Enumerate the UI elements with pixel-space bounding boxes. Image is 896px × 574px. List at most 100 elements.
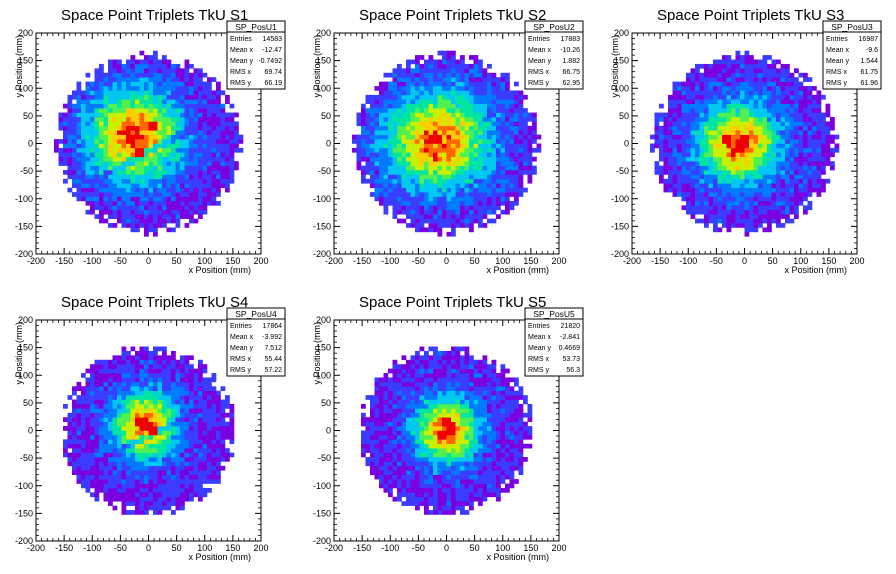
heatmap-cell <box>668 165 673 171</box>
heatmap-cell <box>139 125 145 131</box>
heatmap-cell <box>397 121 402 127</box>
heatmap-cell <box>491 112 497 118</box>
heatmap-cell <box>726 214 732 219</box>
heatmap-cell <box>744 112 750 118</box>
heatmap-cell <box>189 156 194 162</box>
heatmap-cell <box>144 72 149 78</box>
heatmap-cell <box>401 200 407 206</box>
heatmap-cell <box>451 152 456 158</box>
heatmap-cell <box>419 68 425 74</box>
heatmap-cell <box>803 147 808 153</box>
heatmap-cell <box>767 205 772 211</box>
heatmap-cell <box>500 134 506 140</box>
heatmap-cell <box>758 183 763 188</box>
x-tick-label: 100 <box>793 256 808 266</box>
heatmap-cell <box>446 187 452 193</box>
heatmap-cell <box>726 143 732 149</box>
heatmap-cell <box>473 156 479 162</box>
heatmap-cell <box>532 156 537 162</box>
heatmap-cell <box>135 355 140 361</box>
heatmap-cell <box>171 116 176 122</box>
heatmap-cell <box>455 134 461 140</box>
heatmap-cell <box>785 116 790 122</box>
heatmap-cell <box>758 205 763 211</box>
heatmap-cell <box>379 139 384 144</box>
heatmap-cell <box>505 112 510 118</box>
heatmap-cell <box>103 165 109 171</box>
heatmap-cell <box>762 81 768 87</box>
heatmap-cell <box>758 134 763 140</box>
heatmap-cell <box>121 461 127 467</box>
heatmap-cell <box>121 390 127 396</box>
heatmap-cell <box>189 108 194 113</box>
heatmap-cell <box>807 183 813 188</box>
heatmap-cell <box>428 192 434 197</box>
heatmap-cell <box>238 134 244 140</box>
heatmap-cell <box>148 461 154 467</box>
x-axis-label: x Position (mm) <box>188 265 251 275</box>
heatmap-cell <box>491 178 497 184</box>
heatmap-cell <box>482 152 488 158</box>
heatmap-cell <box>388 156 393 162</box>
heatmap-cell <box>415 170 420 175</box>
heatmap-cell <box>690 90 696 96</box>
heatmap-cell <box>175 103 181 109</box>
heatmap-cell <box>166 170 172 175</box>
heatmap-cell <box>406 130 411 135</box>
heatmap-cell <box>735 103 741 109</box>
heatmap-cell <box>794 192 799 197</box>
heatmap-cell <box>139 386 145 392</box>
heatmap-cell <box>428 55 434 60</box>
heatmap-cell <box>126 214 131 219</box>
heatmap-cell <box>72 116 77 122</box>
heatmap-cell <box>464 200 470 206</box>
heatmap-cell <box>771 86 777 91</box>
heatmap-cell <box>740 165 745 171</box>
heatmap-cell <box>442 125 447 131</box>
heatmap-cell <box>428 63 434 69</box>
heatmap-cell <box>184 121 190 127</box>
heatmap-cell <box>370 116 375 122</box>
heatmap-cell <box>803 72 808 78</box>
heatmap-cell <box>794 196 799 202</box>
heatmap-cell <box>677 139 682 144</box>
heatmap-cell <box>695 200 700 206</box>
heatmap-cell <box>117 143 122 149</box>
heatmap-cell <box>491 77 497 82</box>
heatmap-cell <box>776 187 781 193</box>
heatmap-cell <box>785 63 790 69</box>
heatmap-cell <box>807 170 813 175</box>
heatmap-cell <box>433 90 438 96</box>
heatmap-cell <box>708 68 714 74</box>
heatmap-cell <box>361 152 366 158</box>
heatmap-cell <box>713 183 718 188</box>
heatmap-cell <box>76 457 82 462</box>
heatmap-cell <box>794 108 799 113</box>
heatmap-cell <box>94 474 100 480</box>
heatmap-cell <box>785 103 790 109</box>
heatmap-cell <box>708 125 714 131</box>
heatmap-cell <box>749 55 754 60</box>
heatmap-cell <box>108 457 113 462</box>
heatmap-cell <box>749 99 754 105</box>
heatmap-cell <box>374 99 380 105</box>
heatmap-cell <box>419 99 425 105</box>
heatmap-cell <box>744 86 750 91</box>
heatmap-cell <box>500 174 506 180</box>
heatmap-cell <box>112 130 118 135</box>
heatmap-cell <box>789 187 795 193</box>
heatmap-cell <box>780 223 786 228</box>
heatmap-cell <box>731 59 736 65</box>
heatmap-cell <box>198 209 203 215</box>
heatmap-cell <box>776 143 781 149</box>
heatmap-cell <box>130 112 136 118</box>
heatmap-cell <box>135 496 140 502</box>
heatmap-cell <box>744 143 750 149</box>
heatmap-cell <box>117 116 122 122</box>
heatmap-cell <box>58 152 64 158</box>
heatmap-cell <box>198 72 203 78</box>
heatmap-cell <box>713 121 718 127</box>
heatmap-cell <box>388 196 393 202</box>
heatmap-cell <box>677 192 682 197</box>
heatmap-cell <box>713 187 718 193</box>
